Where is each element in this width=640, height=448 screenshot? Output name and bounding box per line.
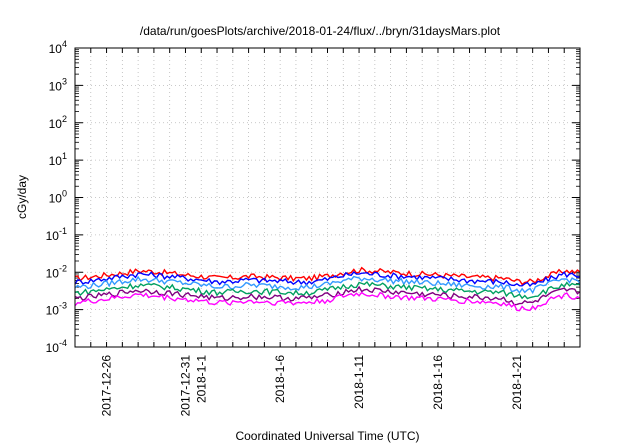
y-tick-label: 100 [49,189,67,206]
x-tick-label: 2018-1-21 [510,355,524,410]
x-tick-label: 2017-12-31 [178,355,192,417]
series-line [74,291,581,312]
y-tick-label: 10-3 [46,301,67,318]
x-tick-label: 2018-1-6 [273,355,287,403]
y-tick-label: 101 [49,151,67,168]
x-tick-label: 2017-12-26 [100,355,114,417]
series-line [74,280,581,300]
x-tick-label: 2018-1-11 [352,355,366,409]
chart-title: /data/run/goesPlots/archive/2018-01-24/f… [139,24,501,38]
y-tick-label: 10-1 [46,226,67,243]
series-line [74,275,581,295]
x-tick-label: 2018-1-16 [431,355,445,410]
x-axis-label: Coordinated Universal Time (UTC) [235,429,420,443]
series-line [74,285,581,306]
y-tick-label: 10-4 [46,338,67,355]
y-tick-label: 10-2 [46,263,67,280]
y-tick-label: 102 [49,114,67,131]
y-tick-label: 103 [49,76,67,93]
x-tick-label: 2018-1-1 [194,355,208,403]
series-line [74,271,581,287]
plot-border [74,47,581,348]
y-axis-label: cGy/day [15,174,29,220]
series-line [74,266,581,286]
y-tick-label: 104 [49,39,67,56]
